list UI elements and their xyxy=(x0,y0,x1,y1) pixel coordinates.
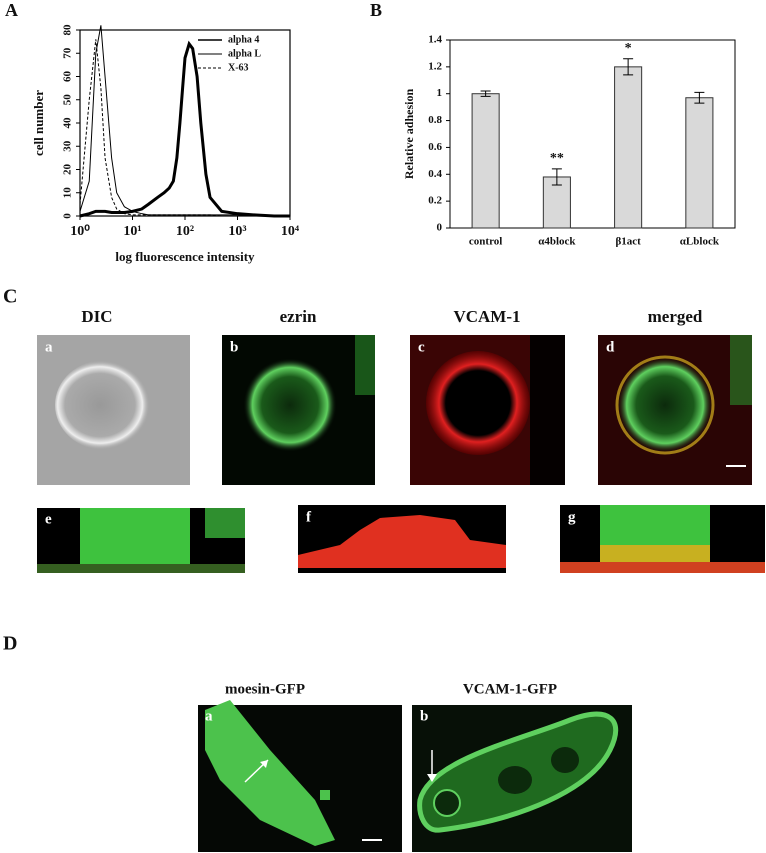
y-tick-label: 70 xyxy=(62,47,74,59)
y-tick-label: 0.4 xyxy=(428,168,442,180)
subpanel-label: b xyxy=(420,708,428,724)
y-tick-label: 20 xyxy=(62,164,74,176)
y-tick-label: 40 xyxy=(62,117,74,129)
significance: * xyxy=(625,41,632,56)
x-tick-label: α4block xyxy=(538,236,576,248)
y-tick-label: 80 xyxy=(62,24,74,36)
bar xyxy=(614,66,643,229)
x-axis-label: log fluorescence intensity xyxy=(115,249,255,264)
column-header: VCAM-1-GFP xyxy=(463,681,557,697)
cell-edge xyxy=(730,335,752,405)
legend-label: alpha 4 xyxy=(228,34,259,45)
x-tick-label: αLblock xyxy=(680,236,720,248)
overlap xyxy=(615,355,715,455)
y-tick-label: 1 xyxy=(437,87,443,99)
error-bar xyxy=(480,90,491,97)
y-tick-label: 30 xyxy=(62,140,74,152)
column-header: moesin-GFP xyxy=(225,681,305,697)
x-tick-label: control xyxy=(469,236,502,248)
column-header: ezrin xyxy=(280,307,317,326)
cell xyxy=(55,360,155,450)
column-header: DIC xyxy=(81,307,112,326)
x-tick-label: 10⁴ xyxy=(281,224,300,239)
dark-region xyxy=(530,335,565,485)
cell xyxy=(426,351,530,455)
subpanel-label: f xyxy=(306,509,312,525)
panel-letter: D xyxy=(3,633,17,655)
speck xyxy=(320,790,330,800)
y-tick-label: 60 xyxy=(62,71,74,83)
y-tick-label: 0 xyxy=(437,222,443,234)
green-region xyxy=(600,505,710,550)
x-tick-label: 10² xyxy=(176,224,194,239)
bar xyxy=(471,93,500,229)
y-tick-label: 10 xyxy=(62,187,74,199)
series-line xyxy=(79,40,290,218)
y-tick-label: 0.8 xyxy=(428,114,442,126)
vacuole xyxy=(498,766,532,794)
plot-frame xyxy=(449,39,736,229)
column-header: merged xyxy=(648,307,703,326)
legend-label: X-63 xyxy=(228,62,249,73)
nucleus xyxy=(433,789,461,817)
panel-d-images xyxy=(198,700,632,852)
panel-letter: B xyxy=(370,0,382,20)
y-axis-label: Relative adhesion xyxy=(402,89,416,180)
bar xyxy=(685,97,714,229)
x-tick-label: 10³ xyxy=(228,224,246,239)
y-tick-label: 0.2 xyxy=(428,195,442,207)
series-line xyxy=(79,39,290,217)
legend-label: alpha L xyxy=(228,48,261,59)
y-tick-label: 0 xyxy=(62,213,74,219)
subpanel-label: a xyxy=(45,339,53,355)
arrowhead xyxy=(427,774,437,782)
column-header: VCAM-1 xyxy=(453,307,520,326)
x-tick-label: 10¹ xyxy=(123,224,141,239)
base xyxy=(37,564,245,573)
cell xyxy=(205,700,335,846)
y-tick-label: 50 xyxy=(62,94,74,106)
green-region xyxy=(80,508,190,566)
subpanel-label: a xyxy=(205,708,213,724)
arrowhead xyxy=(260,760,268,768)
error-bar xyxy=(623,58,634,76)
x-tick-label: β1act xyxy=(615,236,641,248)
y-tick-label: 1.2 xyxy=(428,60,442,72)
x-tick-label: 10⁰ xyxy=(70,224,90,239)
panel-c-images xyxy=(37,335,765,573)
subpanel-label: b xyxy=(230,339,238,355)
significance: ** xyxy=(550,151,564,166)
panel-letter: C xyxy=(3,286,17,308)
cell xyxy=(617,357,713,453)
panel-letter: A xyxy=(5,0,18,20)
y-axis-label: cell number xyxy=(31,90,46,156)
green-region xyxy=(205,508,245,538)
yellow-region xyxy=(600,545,710,565)
red-base xyxy=(560,562,765,573)
subpanel-label: e xyxy=(45,511,52,527)
error-bar xyxy=(694,91,705,104)
subpanel-label: d xyxy=(606,339,615,355)
y-tick-label: 0.6 xyxy=(428,141,442,153)
cell xyxy=(243,358,337,452)
cell-edge xyxy=(355,335,375,395)
vacuole xyxy=(551,747,579,773)
red-region xyxy=(298,515,506,568)
y-tick-label: 1.4 xyxy=(428,34,442,46)
error-bar xyxy=(551,168,562,186)
subpanel-label: c xyxy=(418,339,425,355)
subpanel-label: g xyxy=(568,509,576,525)
